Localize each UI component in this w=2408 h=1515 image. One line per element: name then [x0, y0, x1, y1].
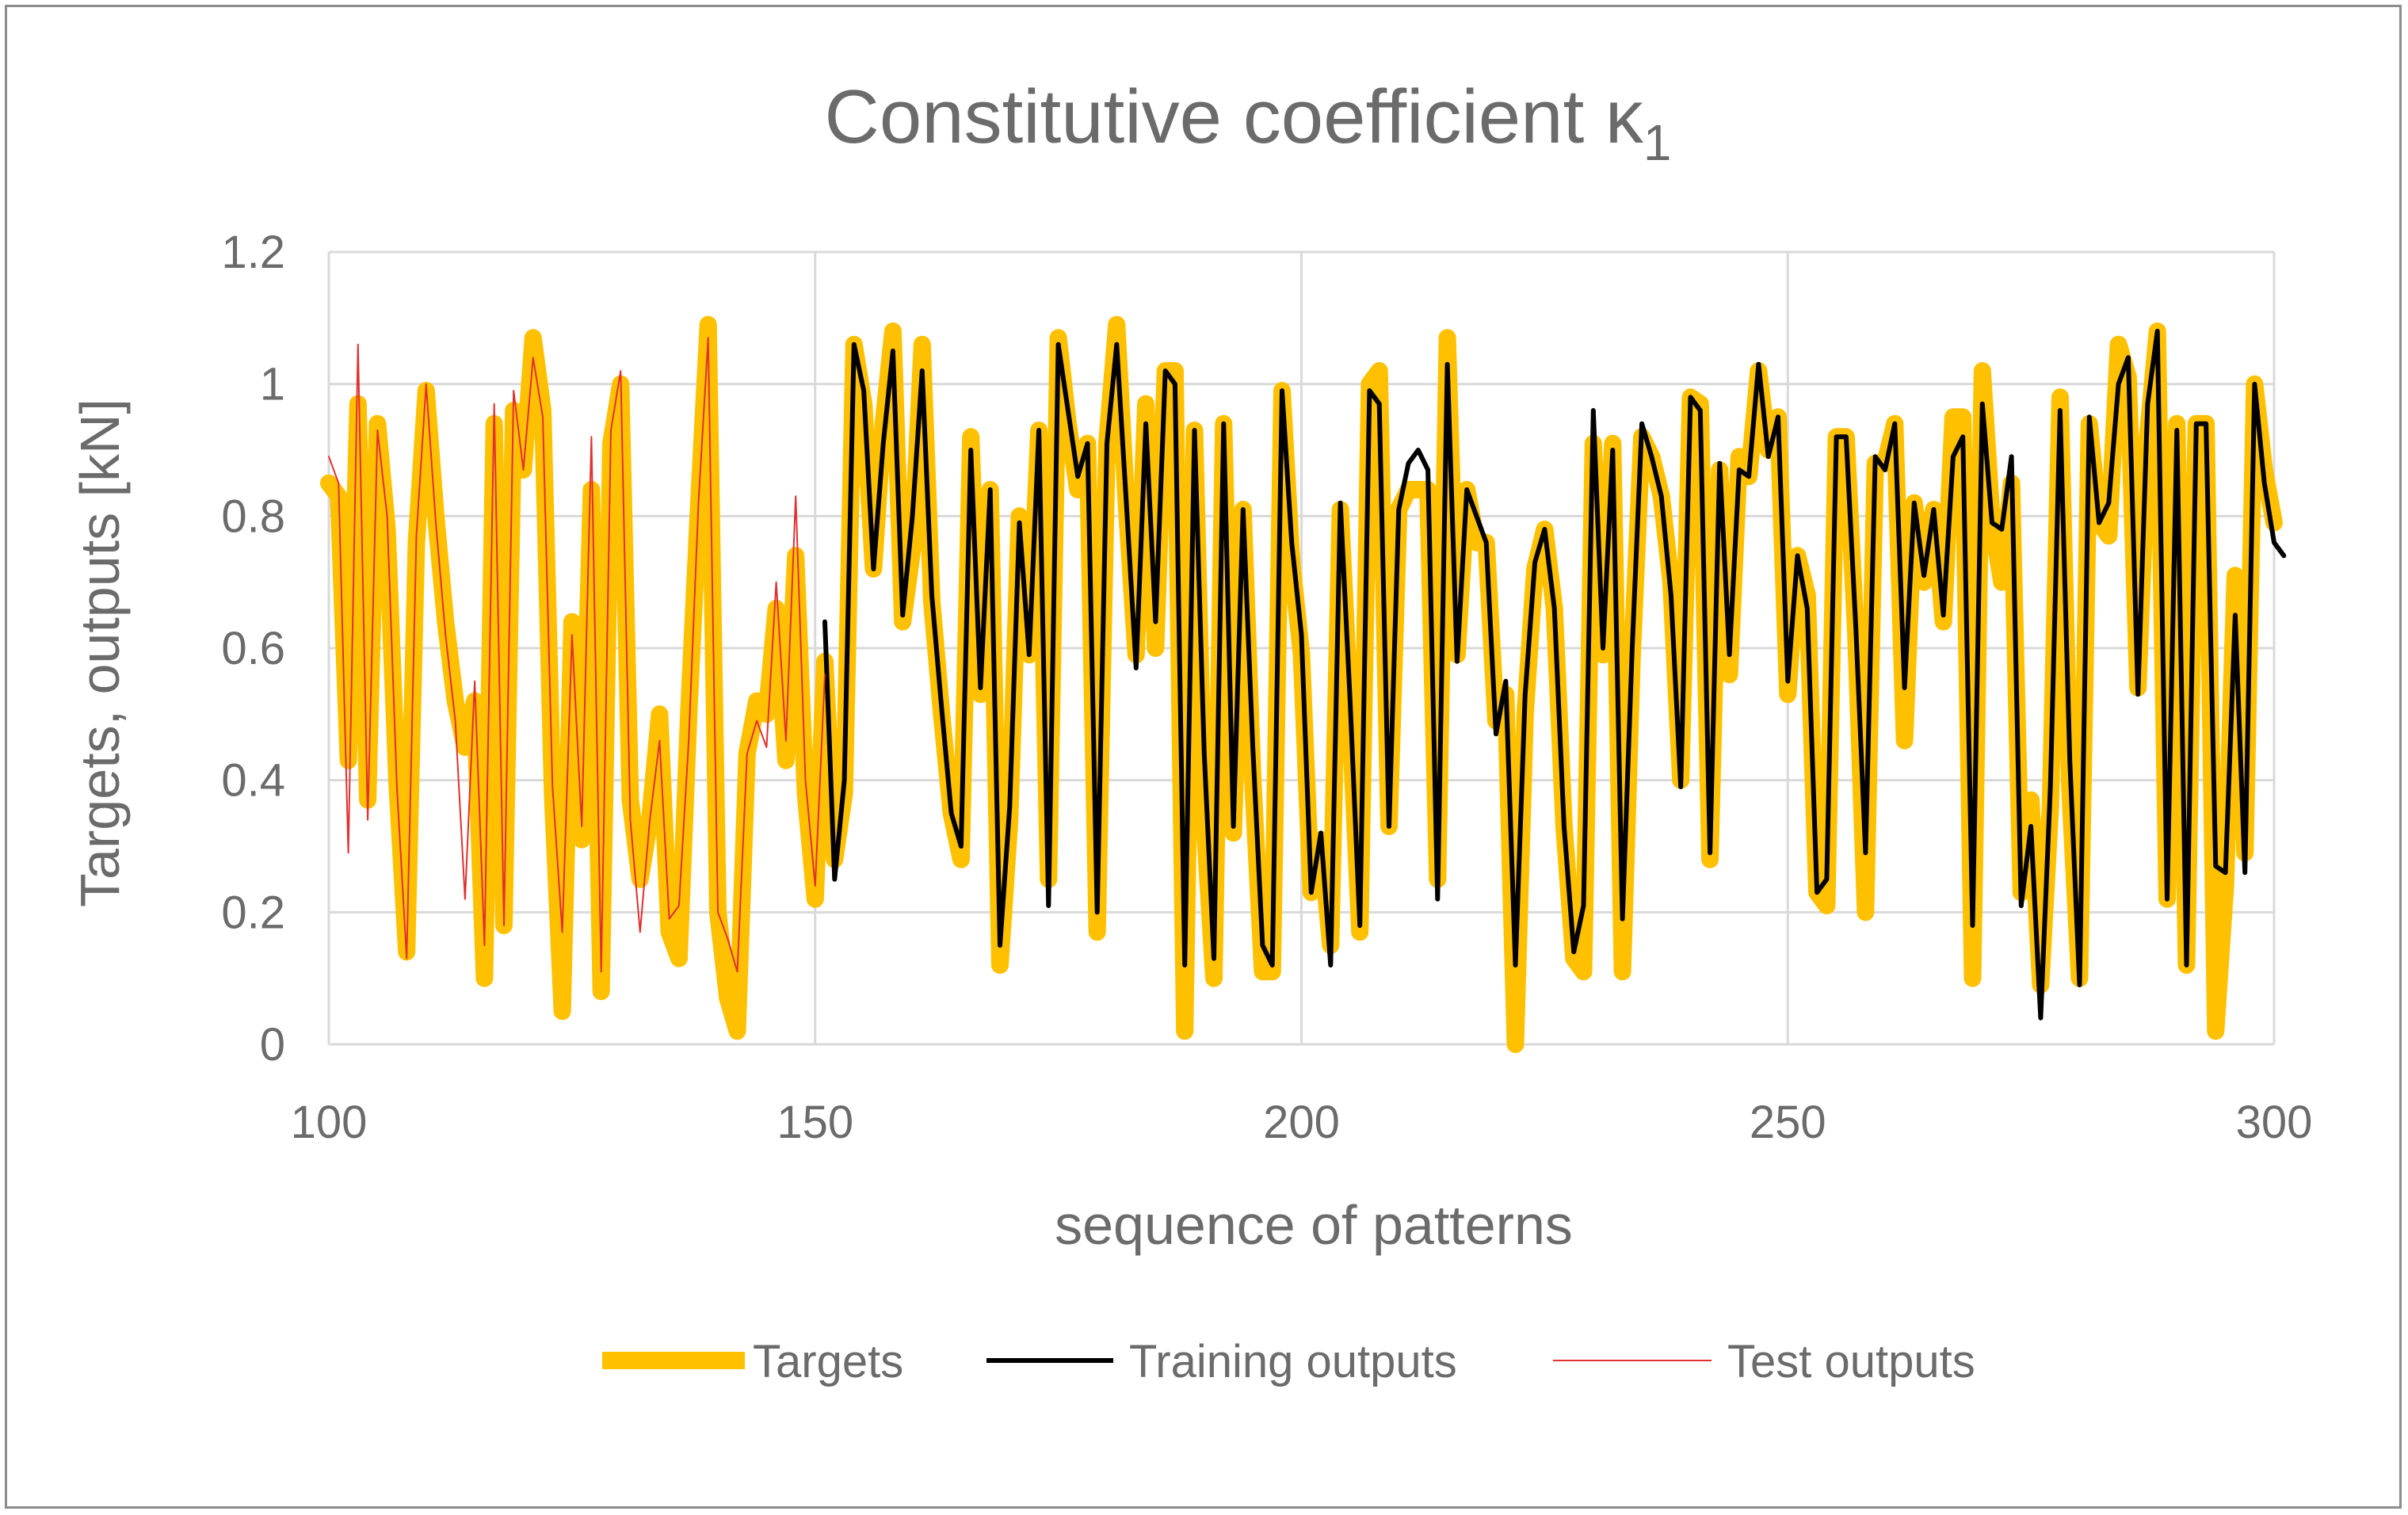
x-tick-label: 300 — [2236, 1097, 2313, 1148]
series-test-outputs-line — [328, 337, 826, 973]
x-tick-label: 250 — [1750, 1097, 1826, 1148]
series-training-outputs-line — [822, 329, 2287, 1021]
plot-area — [320, 315, 2287, 1053]
tick-labels: 0 0.2 0.4 0.6 0.8 1 1.2 100 150 200 250 300 — [221, 227, 2312, 1148]
legend-label-targets: Targets — [753, 1336, 903, 1387]
y-axis-label: Targets, outputs [kN] — [69, 399, 131, 907]
y-tick-label: 0.8 — [221, 490, 285, 542]
chart-title: Constitutive coefficient κ1 — [825, 74, 1672, 171]
title-text: Constitutive coefficient κ — [825, 74, 1644, 159]
y-tick-label: 1 — [260, 359, 285, 410]
legend-label-test: Test outputs — [1727, 1336, 1975, 1387]
x-tick-label: 150 — [777, 1097, 853, 1148]
x-tick-label: 100 — [291, 1097, 368, 1148]
title-subscript: 1 — [1643, 114, 1672, 171]
y-tick-label: 0.2 — [221, 887, 285, 938]
x-tick-label: 200 — [1263, 1097, 1340, 1148]
legend: Targets Training outputs Test outputs — [602, 1336, 1975, 1387]
y-tick-label: 0 — [260, 1019, 285, 1070]
y-tick-label: 0.6 — [221, 623, 285, 674]
legend-label-training: Training outputs — [1129, 1336, 1457, 1387]
x-axis-label: sequence of patterns — [1055, 1194, 1573, 1256]
y-tick-label: 0.4 — [221, 755, 285, 807]
y-tick-label: 1.2 — [221, 227, 285, 278]
